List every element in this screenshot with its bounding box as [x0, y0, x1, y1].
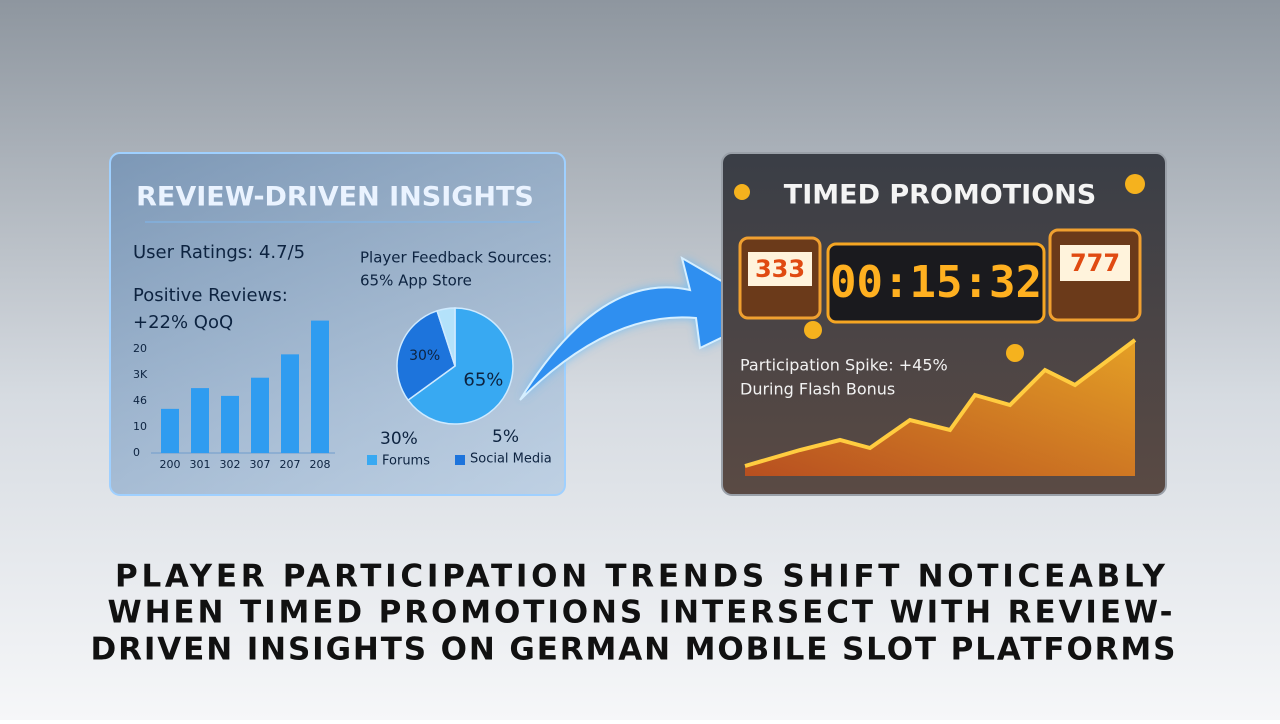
- bar: [251, 377, 269, 453]
- timer: 00:15:32: [830, 257, 1042, 308]
- legend-label: Social Media: [470, 452, 552, 467]
- headline-line: WHEN TIMED PROMOTIONS INTERSECT WITH REV…: [108, 595, 1173, 631]
- y-tick-label: 46: [133, 394, 147, 407]
- pie-slice: [436, 307, 456, 367]
- headline: PLAYER PARTICIPATION TRENDS SHIFT NOTICE…: [91, 559, 1176, 668]
- y-tick-label: 0: [133, 446, 140, 459]
- slice-label: 30%: [409, 348, 440, 364]
- stat: +22% QoQ: [133, 312, 233, 333]
- headline-line: DRIVEN INSIGHTS ON GERMAN MOBILE SLOT PL…: [91, 632, 1176, 668]
- headline-line: PLAYER PARTICIPATION TRENDS SHIFT NOTICE…: [115, 559, 1166, 595]
- spike-text: During Flash Bonus: [740, 380, 895, 399]
- coin: [1006, 344, 1024, 362]
- x-tick-label: 207: [280, 458, 301, 471]
- legend-swatch: [367, 455, 377, 465]
- legend-value: 5%: [492, 427, 519, 447]
- feedback-title: Player Feedback Sources:: [360, 249, 552, 267]
- x-tick-label: 307: [250, 458, 271, 471]
- reel-symbols: 777: [1070, 249, 1120, 277]
- reel-symbols: 333: [755, 255, 805, 283]
- coin: [1125, 174, 1145, 194]
- legend-swatch: [455, 455, 465, 465]
- stat: Positive Reviews:: [133, 285, 288, 306]
- reel: [748, 252, 812, 286]
- x-tick-label: 200: [160, 458, 181, 471]
- bar: [311, 320, 329, 453]
- coin: [734, 184, 750, 200]
- right-panel: TIMED PROMOTIONS 333 777 00:15:32 Partic…: [721, 152, 1167, 496]
- bar: [161, 408, 179, 453]
- x-tick-label: 301: [190, 458, 211, 471]
- x-tick-label: 208: [310, 458, 331, 471]
- pie-slice: [396, 309, 456, 402]
- slice-label: 65%: [463, 369, 503, 390]
- x-tick-label: 302: [220, 458, 241, 471]
- panel-title: REVIEW-DRIVEN INSIGHTS: [136, 182, 534, 213]
- legend-label: Forums: [382, 454, 430, 469]
- y-tick-label: 20: [133, 342, 147, 355]
- coin: [804, 321, 822, 339]
- stat: User Ratings: 4.7/5: [133, 242, 305, 263]
- y-tick-label: 10: [133, 420, 147, 433]
- bar: [191, 388, 209, 453]
- feedback-title: 65% App Store: [360, 272, 472, 290]
- trend-line: [744, 338, 1137, 468]
- pie-slice: [407, 307, 514, 425]
- panel-title: TIMED PROMOTIONS: [784, 180, 1096, 211]
- bar: [281, 354, 299, 453]
- spike-text: Participation Spike: +45%: [740, 356, 948, 375]
- bar: [221, 395, 239, 453]
- timer-box: [826, 242, 1046, 324]
- reel: [1060, 245, 1130, 281]
- y-tick-label: 3K: [133, 368, 148, 381]
- legend-value: 30%: [380, 429, 418, 449]
